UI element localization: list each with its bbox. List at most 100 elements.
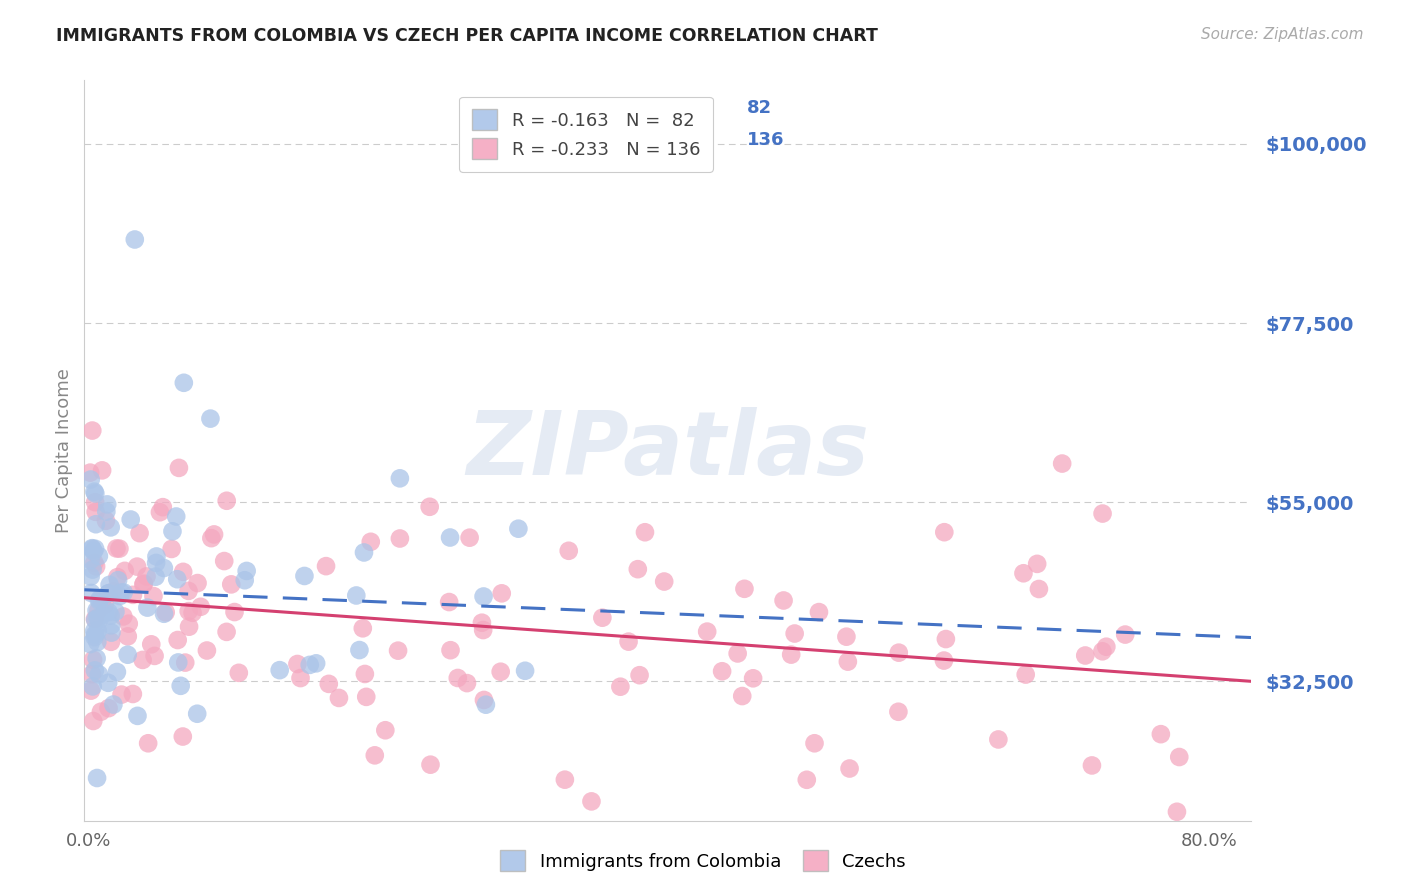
- Point: [352, 621, 374, 635]
- Point: [364, 748, 387, 763]
- Point: [145, 549, 167, 564]
- Point: [86, 611, 108, 625]
- Point: [149, 505, 172, 519]
- Point: [86, 635, 108, 649]
- Text: IMMIGRANTS FROM COLOMBIA VS CZECH PER CAPITA INCOME CORRELATION CHART: IMMIGRANTS FROM COLOMBIA VS CZECH PER CA…: [56, 27, 879, 45]
- Point: [80, 683, 103, 698]
- Point: [195, 643, 218, 657]
- Point: [353, 545, 375, 559]
- Point: [591, 611, 613, 625]
- Point: [136, 600, 159, 615]
- Legend: Immigrants from Colombia, Czechs: Immigrants from Colombia, Czechs: [492, 843, 914, 879]
- Point: [305, 657, 328, 671]
- Point: [79, 466, 101, 480]
- Point: [165, 509, 187, 524]
- Point: [315, 559, 337, 574]
- Point: [887, 646, 910, 660]
- Point: [1028, 582, 1050, 596]
- Point: [1074, 648, 1097, 663]
- Text: 82: 82: [747, 99, 772, 117]
- Point: [124, 232, 146, 246]
- Point: [554, 772, 576, 787]
- Point: [142, 589, 165, 603]
- Point: [318, 677, 340, 691]
- Point: [475, 698, 498, 712]
- Point: [153, 607, 176, 621]
- Point: [837, 655, 859, 669]
- Point: [447, 671, 470, 685]
- Point: [803, 736, 825, 750]
- Point: [472, 693, 495, 707]
- Point: [1095, 640, 1118, 654]
- Point: [91, 463, 114, 477]
- Point: [733, 582, 755, 596]
- Point: [934, 525, 956, 540]
- Point: [152, 500, 174, 515]
- Point: [215, 624, 238, 639]
- Text: 136: 136: [747, 131, 785, 150]
- Point: [166, 572, 188, 586]
- Point: [112, 585, 135, 599]
- Point: [108, 589, 131, 603]
- Point: [90, 705, 112, 719]
- Point: [127, 559, 149, 574]
- Point: [162, 524, 184, 539]
- Point: [122, 588, 145, 602]
- Point: [117, 648, 139, 662]
- Point: [439, 643, 461, 657]
- Point: [1168, 750, 1191, 764]
- Point: [1012, 566, 1035, 581]
- Point: [97, 701, 120, 715]
- Point: [344, 589, 367, 603]
- Point: [120, 512, 142, 526]
- Point: [177, 604, 200, 618]
- Point: [101, 584, 124, 599]
- Point: [80, 473, 103, 487]
- Point: [772, 593, 794, 607]
- Point: [328, 690, 350, 705]
- Point: [354, 667, 377, 681]
- Point: [135, 569, 157, 583]
- Point: [152, 824, 174, 838]
- Point: [98, 578, 121, 592]
- Point: [100, 608, 122, 623]
- Point: [91, 593, 114, 607]
- Point: [141, 637, 163, 651]
- Point: [97, 605, 120, 619]
- Point: [617, 634, 640, 648]
- Point: [105, 541, 128, 556]
- Point: [80, 667, 103, 681]
- Point: [1015, 667, 1038, 681]
- Point: [114, 564, 136, 578]
- Point: [235, 564, 257, 578]
- Point: [100, 618, 122, 632]
- Point: [439, 531, 461, 545]
- Point: [727, 647, 749, 661]
- Point: [105, 665, 128, 679]
- Point: [1166, 805, 1188, 819]
- Point: [153, 561, 176, 575]
- Point: [110, 585, 132, 599]
- Point: [835, 630, 858, 644]
- Point: [508, 522, 530, 536]
- Point: [145, 570, 167, 584]
- Point: [97, 675, 120, 690]
- Point: [349, 643, 371, 657]
- Point: [838, 762, 860, 776]
- Point: [696, 624, 718, 639]
- Point: [132, 576, 155, 591]
- Point: [388, 532, 411, 546]
- Point: [118, 616, 141, 631]
- Point: [1091, 644, 1114, 658]
- Point: [87, 549, 110, 563]
- Point: [82, 424, 104, 438]
- Y-axis label: Per Capita Income: Per Capita Income: [55, 368, 73, 533]
- Point: [290, 671, 312, 685]
- Point: [783, 626, 806, 640]
- Point: [93, 606, 115, 620]
- Point: [107, 570, 129, 584]
- Point: [298, 657, 321, 672]
- Point: [172, 565, 194, 579]
- Point: [932, 654, 955, 668]
- Point: [145, 556, 167, 570]
